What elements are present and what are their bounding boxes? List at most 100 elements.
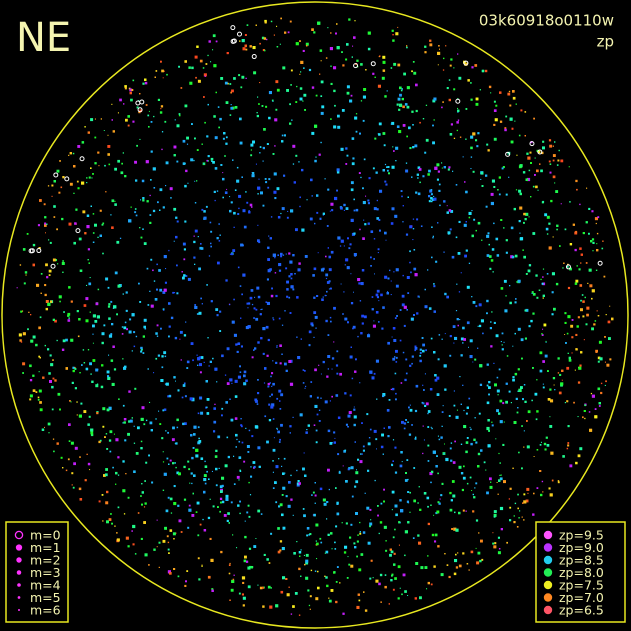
star-dot <box>32 389 36 392</box>
star-dot <box>453 67 455 69</box>
star-dot <box>504 309 508 313</box>
star-dot <box>281 513 284 517</box>
star-dot <box>315 429 318 432</box>
star-dot <box>141 483 143 485</box>
star-dot <box>281 324 284 326</box>
star-dot <box>233 483 236 485</box>
star-dot <box>299 555 301 557</box>
star-dot <box>385 540 387 542</box>
star-dot <box>528 264 532 267</box>
star-dot <box>189 482 191 484</box>
star-dot <box>267 382 270 386</box>
star-dot <box>600 391 603 395</box>
star-dot <box>36 283 40 287</box>
zp-symbol <box>543 593 553 602</box>
star-dot <box>111 119 113 121</box>
star-dot <box>82 210 86 214</box>
star-dot <box>502 443 505 446</box>
star-dot <box>546 215 550 219</box>
star-dot <box>475 305 478 308</box>
star-dot <box>206 470 208 473</box>
star-dot <box>398 521 401 524</box>
star-dot <box>314 404 318 408</box>
star-dot <box>509 104 512 107</box>
star-dot <box>300 549 302 551</box>
star-dot <box>409 364 412 367</box>
star-dot <box>409 404 411 406</box>
star-dot <box>345 58 348 61</box>
star-dot <box>302 508 305 510</box>
star-dot <box>247 307 249 309</box>
star-dot <box>511 255 515 259</box>
star-dot <box>387 166 390 168</box>
star-dot <box>351 56 353 58</box>
star-dot <box>571 336 574 339</box>
star-dot <box>258 178 260 180</box>
star-dot <box>352 45 354 47</box>
star-dot <box>401 195 403 198</box>
star-dot <box>342 313 344 315</box>
star-dot <box>466 563 469 565</box>
star-dot <box>505 251 508 254</box>
star-dot <box>418 168 422 171</box>
star-dot <box>347 237 349 240</box>
star-dot <box>84 126 86 128</box>
star-dot <box>597 356 601 360</box>
star-dot <box>521 516 523 518</box>
star-dot <box>107 286 110 289</box>
star-dot <box>377 252 379 254</box>
star-dot <box>325 576 328 579</box>
star-dot <box>486 143 489 146</box>
star-dot <box>233 574 235 576</box>
star-dot <box>304 255 308 258</box>
star-dot <box>168 394 172 398</box>
star-dot <box>478 303 482 307</box>
star-dot <box>469 355 473 359</box>
star-dot <box>437 358 440 361</box>
star-dot <box>528 325 531 328</box>
star-dot <box>500 474 502 476</box>
star-dot <box>351 162 355 166</box>
star-dot <box>62 176 65 179</box>
star-dot <box>53 205 56 208</box>
star-dot <box>276 346 278 348</box>
star-dot <box>432 141 435 145</box>
star-dot <box>552 145 554 147</box>
star-dot <box>290 613 293 615</box>
star-dot <box>158 269 161 272</box>
star-dot <box>486 299 489 303</box>
star-dot <box>276 46 279 48</box>
star-dot <box>490 481 492 483</box>
star-dot <box>208 365 210 367</box>
star-dot <box>217 106 220 108</box>
star-dot <box>313 296 316 299</box>
star-dot <box>216 381 218 383</box>
star-dot <box>115 483 117 485</box>
star-dot <box>542 294 545 297</box>
star-dot <box>405 372 408 375</box>
star-dot <box>557 159 560 162</box>
star-dot <box>291 119 293 121</box>
star-dot <box>493 109 497 112</box>
star-dot <box>230 104 232 106</box>
star-dot <box>104 473 108 477</box>
star-dot <box>458 291 461 293</box>
star-dot <box>517 279 521 283</box>
star-dot <box>276 427 278 429</box>
star-dot <box>399 522 401 524</box>
magnitude-symbol <box>17 583 21 587</box>
star-dot <box>398 544 400 546</box>
star-dot <box>284 134 286 137</box>
star-dot <box>163 472 167 476</box>
star-dot <box>376 296 379 299</box>
star-dot <box>272 318 275 321</box>
star-dot <box>16 287 18 289</box>
star-dot <box>575 279 579 283</box>
star-dot <box>548 222 551 225</box>
star-dot <box>235 343 238 346</box>
star-dot <box>346 85 350 89</box>
star-dot <box>339 582 341 584</box>
star-dot <box>584 296 586 299</box>
star-dot <box>489 485 493 489</box>
star-dot <box>149 221 152 224</box>
